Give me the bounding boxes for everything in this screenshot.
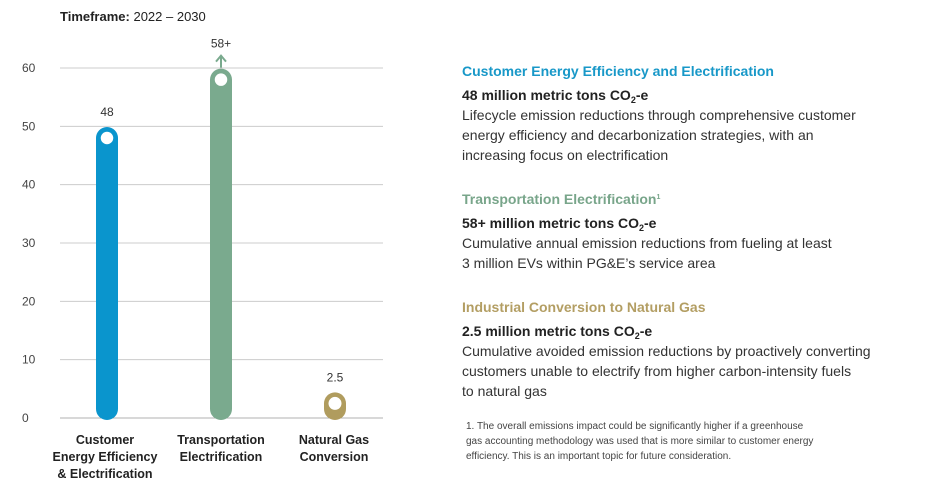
y-tick-label: 50 bbox=[22, 119, 36, 133]
y-tick-label: 20 bbox=[22, 294, 36, 308]
section-heading: Customer Energy Efficiency and Electrifi… bbox=[462, 63, 774, 79]
y-tick-label: 0 bbox=[22, 411, 29, 425]
section-description: Lifecycle emission reductions through co… bbox=[462, 107, 856, 163]
category-label-customer-efficiency: Customer Energy Efficiency & Electrifica… bbox=[52, 433, 158, 481]
bar-cap-marker bbox=[325, 393, 345, 413]
footnote: 1. The overall emissions impact could be… bbox=[466, 421, 814, 462]
section-customer-efficiency: Customer Energy Efficiency and Electrifi… bbox=[462, 63, 932, 165]
up-arrow-head-icon bbox=[215, 54, 227, 63]
timeframe-label: Timeframe: 2022 – 2030 bbox=[60, 9, 206, 24]
data-label: 48 bbox=[100, 105, 114, 119]
y-tick-label: 40 bbox=[22, 178, 36, 192]
bar-cap-ring bbox=[212, 70, 230, 89]
bar-cap-ring bbox=[98, 129, 116, 147]
section-transportation: Transportation Electrification1 58+ mill… bbox=[462, 191, 932, 273]
section-heading: Industrial Conversion to Natural Gas bbox=[462, 299, 706, 315]
section-natural-gas: Industrial Conversion to Natural Gas 2.5… bbox=[462, 299, 932, 401]
section-amount: 58+ million metric tons CO2-e bbox=[462, 215, 657, 233]
y-tick-label: 10 bbox=[22, 353, 36, 367]
section-amount: 2.5 million metric tons CO2-e bbox=[462, 323, 653, 341]
section-amount: 48 million metric tons CO2-e bbox=[462, 87, 649, 105]
y-tick-label: 30 bbox=[22, 236, 36, 250]
emissions-bar-chart: 0 10 20 30 40 50 60 48 58+ 2.5 bbox=[22, 37, 383, 425]
y-tick-label: 60 bbox=[22, 61, 36, 75]
section-heading: Transportation Electrification1 bbox=[462, 191, 661, 207]
category-label-transportation: Transportation Electrification bbox=[177, 433, 265, 464]
data-label: 2.5 bbox=[327, 370, 344, 384]
data-label: 58+ bbox=[211, 37, 231, 51]
section-description: Cumulative avoided emission reductions b… bbox=[462, 343, 871, 399]
category-label-natural-gas: Natural Gas Conversion bbox=[298, 433, 370, 464]
section-description: Cumulative annual emission reductions fr… bbox=[462, 235, 832, 271]
